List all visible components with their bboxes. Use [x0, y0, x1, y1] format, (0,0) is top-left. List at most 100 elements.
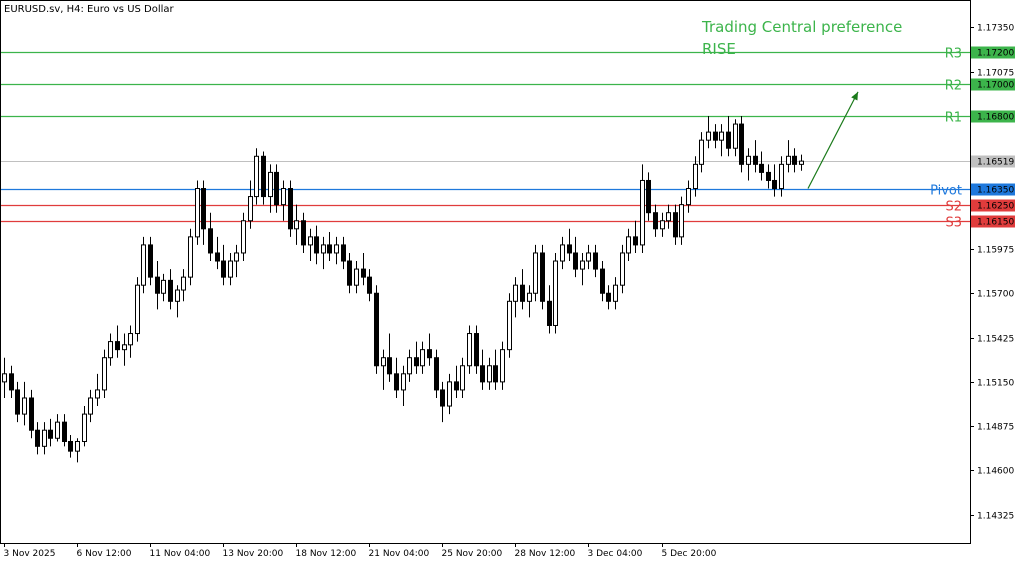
candle-body-bull [241, 220, 246, 254]
candle [493, 349, 498, 390]
candle-body-bear [593, 252, 598, 270]
candle [567, 228, 572, 262]
level-price-tag [971, 110, 1015, 123]
candle [274, 164, 279, 213]
candle-body-bull [141, 244, 146, 286]
candle-body-bull [381, 357, 386, 367]
level-price-tag [971, 46, 1015, 59]
candle-body-bull [580, 260, 585, 270]
current-price-tag [971, 155, 1015, 168]
candle-body-bull [467, 333, 472, 367]
level-name-r1: R1 [945, 111, 962, 126]
x-tick-label: 5 Dec 20:00 [662, 549, 717, 559]
candle-body-bear [274, 171, 279, 206]
level-name-s3: S3 [945, 216, 962, 231]
candle [29, 389, 34, 439]
candle [766, 164, 771, 189]
candle [513, 277, 518, 318]
candle-body-bull [786, 155, 791, 165]
candle-body-bull [420, 349, 425, 367]
candle-body-bear [772, 179, 777, 190]
candle [354, 261, 359, 294]
candle-body-bear [653, 212, 658, 230]
candle [633, 220, 638, 253]
candle-body-bull [401, 373, 406, 391]
candle [407, 349, 412, 382]
candle-body-bull [188, 236, 193, 278]
candle-body-bear [440, 389, 445, 407]
candle [95, 373, 100, 407]
candle-body-bull [507, 300, 512, 351]
plot-frame [0, 0, 971, 544]
candle [679, 196, 684, 245]
candle-body-bear [301, 220, 306, 246]
x-tick-label: 25 Nov 20:00 [442, 549, 503, 559]
candle [686, 180, 691, 213]
candle-body-bear [29, 397, 34, 431]
candle [102, 349, 107, 398]
candle-body-bear [480, 365, 485, 383]
candle [122, 333, 127, 366]
candle [713, 124, 718, 149]
candle-body-bear [361, 268, 366, 278]
candle-body-bear [62, 421, 67, 442]
candles [2, 116, 804, 463]
forecast-arrow-head [851, 91, 858, 101]
candle-body-bull [82, 413, 87, 442]
level-price-label: 1.17000 [977, 81, 1014, 91]
candle [460, 357, 465, 398]
candle-body-bull [102, 357, 107, 391]
candle [573, 236, 578, 278]
level-name-s2: S2 [945, 200, 962, 215]
candle [188, 228, 193, 286]
candle [533, 244, 538, 302]
candle [527, 285, 532, 318]
candle-body-bull [294, 220, 299, 230]
candle [739, 116, 744, 173]
candle [321, 236, 326, 270]
candle-body-bear [646, 179, 651, 214]
candle [301, 212, 306, 253]
candle-body-bull [254, 155, 259, 198]
candle-body-bull [799, 160, 804, 165]
candle-body-bear [606, 292, 611, 302]
candle [195, 180, 200, 245]
candle-body-bull [268, 171, 273, 198]
candle [640, 164, 645, 253]
candle [62, 414, 67, 447]
candle-body-bull [108, 341, 113, 359]
candle [374, 285, 379, 374]
candle-body-bear [427, 349, 432, 359]
y-tick-label: 1.17350 [977, 24, 1014, 34]
candle-body-bear [35, 429, 40, 447]
level-name-pivot: Pivot [930, 184, 962, 199]
candle [440, 381, 445, 423]
candle-body-bull [626, 236, 631, 254]
candle [772, 164, 777, 197]
x-tick-label: 13 Nov 20:00 [223, 549, 284, 559]
y-tick-label: 1.15425 [977, 335, 1014, 345]
candle [560, 236, 565, 270]
candle [367, 269, 372, 302]
candle [753, 140, 758, 173]
current-price-label: 1.16519 [977, 158, 1014, 168]
candle [387, 333, 392, 382]
candle [135, 277, 140, 342]
candle [347, 252, 352, 294]
candle-body-bear [221, 260, 226, 278]
candle [254, 148, 259, 205]
chart-title: EURUSD.sv, H4: Euro vs US Dollar [4, 4, 175, 15]
candle-body-bear [48, 429, 53, 439]
candle-body-bull [181, 276, 186, 291]
x-tick-label: 18 Nov 12:00 [296, 549, 357, 559]
candle-body-bear [288, 188, 293, 230]
candle [600, 261, 605, 302]
candle [520, 269, 525, 310]
candle-body-bull [640, 179, 645, 246]
candle [141, 236, 146, 294]
candle-body-bull [719, 131, 724, 141]
candle [15, 381, 20, 423]
level-price-label: 1.16150 [977, 218, 1014, 228]
candle-body-bull [334, 244, 339, 254]
